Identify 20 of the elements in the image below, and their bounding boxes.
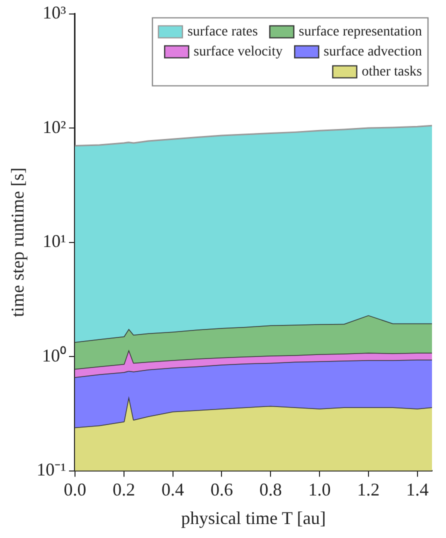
x-tick-label: 0.2: [112, 479, 136, 500]
y-tick-label: 10⁻¹: [36, 460, 66, 480]
y-tick-label: 10³: [42, 2, 67, 23]
y-tick-label: 10⁰: [42, 345, 66, 366]
legend-label: surface advection: [324, 44, 422, 60]
y-tick-label: 10¹: [42, 231, 66, 252]
x-tick-label: 0.4: [162, 479, 184, 500]
y-axis-title: time step runtime [s]: [8, 168, 28, 318]
y-tick-label: 10²: [42, 116, 66, 137]
x-tick-label: 1.4: [406, 479, 429, 500]
legend-label: surface representation: [298, 24, 422, 40]
x-tick-label: 0.6: [210, 479, 233, 500]
x-axis-title: physical time T [au]: [181, 508, 326, 528]
x-tick-label: 0.0: [64, 479, 86, 500]
x-tick-label: 1.0: [308, 479, 331, 500]
legend-label: surface rates: [187, 24, 258, 40]
legend-label: other tasks: [362, 64, 422, 80]
legend-label: surface velocity: [194, 44, 283, 60]
x-tick-label: 1.2: [357, 479, 380, 500]
x-tick-label: 0.8: [259, 479, 282, 500]
